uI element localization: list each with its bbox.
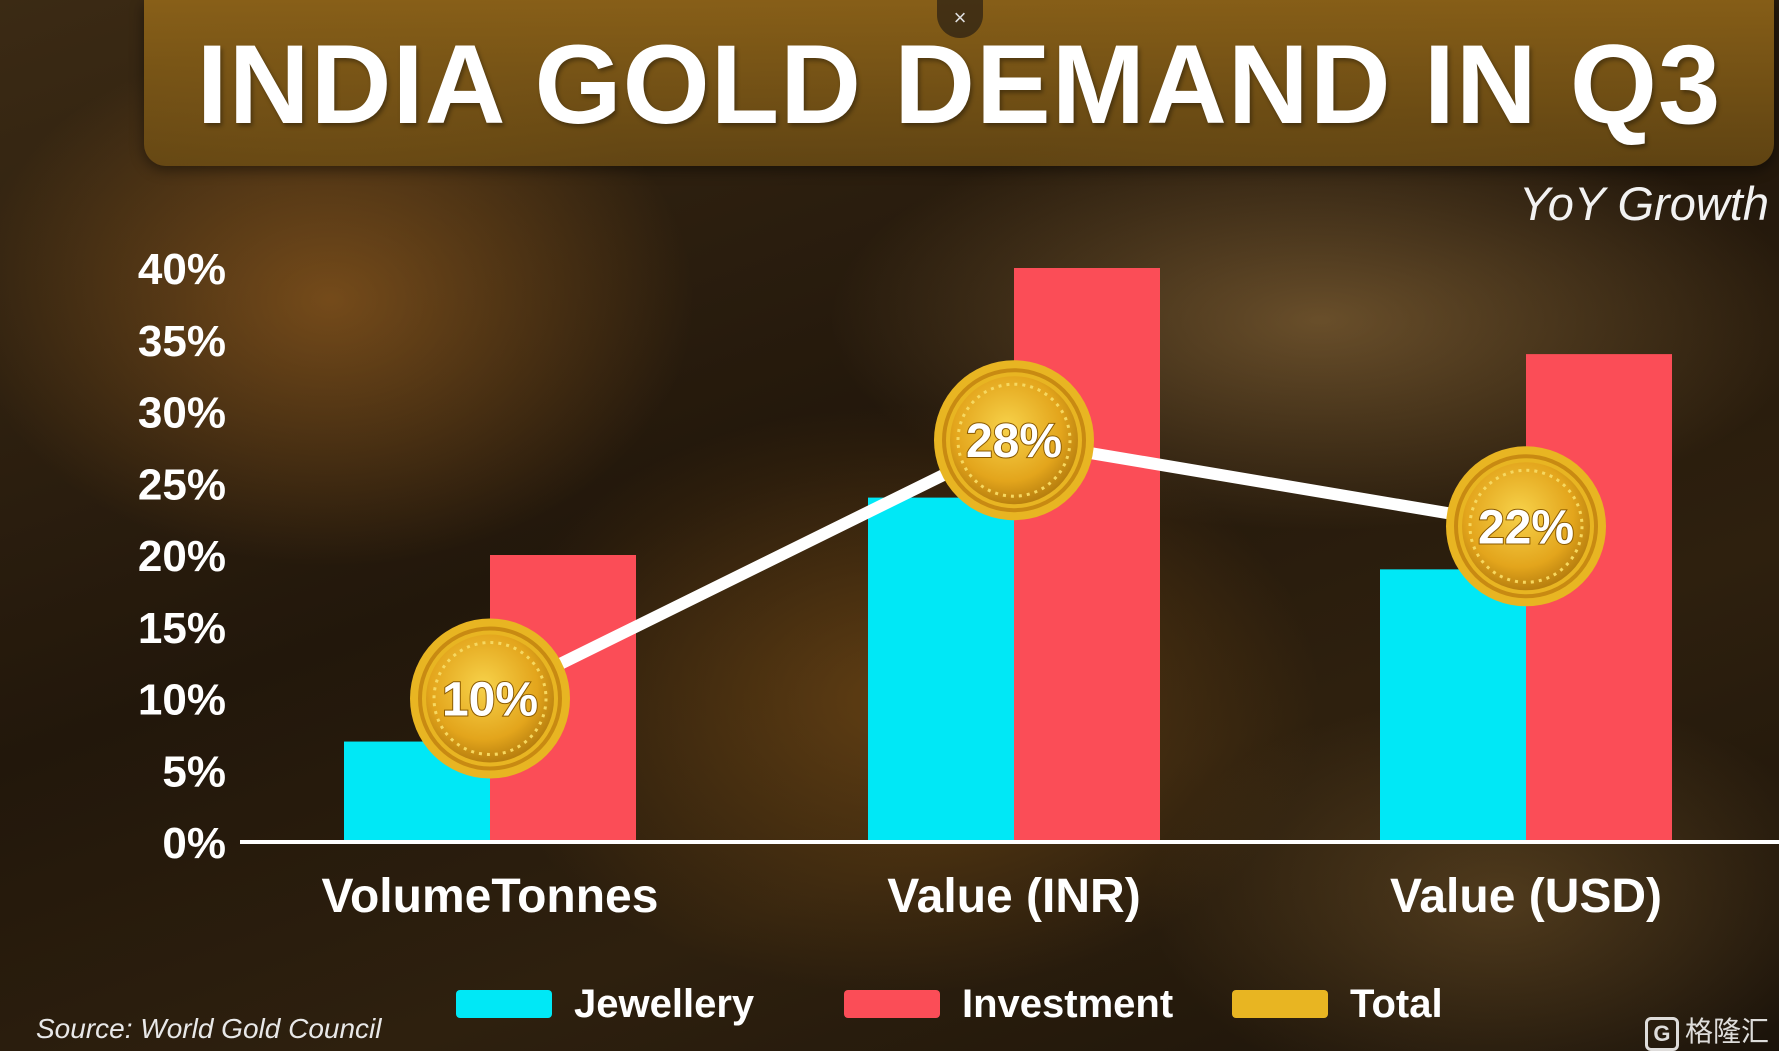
total-coin-marker: 10% [410,618,570,779]
legend-label-investment: Investment [962,982,1174,1026]
legend-label-jewellery: Jewellery [574,982,755,1026]
chart-subtitle: YoY Growth [1519,177,1769,230]
close-icon[interactable]: × [937,0,983,38]
x-axis: VolumeTonnes Value (INR) Value (USD) [322,870,1662,923]
coin-dots [956,382,1072,498]
coin-rim [1454,454,1598,599]
coin-rim [418,626,562,771]
y-tick-label: 15% [138,604,226,653]
coin-rim [942,368,1086,513]
x-category-label: Value (USD) [1390,870,1662,923]
y-tick-label: 0% [162,819,226,868]
bars-group [344,268,1672,842]
x-category-label: Value (INR) [887,870,1140,923]
bar-jewellery-2 [868,497,1014,842]
legend-label-total: Total [1350,982,1443,1026]
coin-face [1462,462,1590,591]
total-data-label: 22% [1478,501,1574,554]
source-note: Source: World Gold Council [36,1013,382,1044]
bar-investment-2 [1014,268,1160,842]
y-tick-label: 40% [138,245,226,294]
y-tick-label: 10% [138,676,226,725]
y-tick-label: 35% [138,317,226,366]
legend-swatch-total [1232,990,1328,1018]
coin-face [950,376,1078,505]
y-tick-label: 30% [138,389,226,438]
legend-swatch-investment [844,990,940,1018]
total-coin-marker: 22% [1446,446,1606,607]
total-data-label: 28% [966,415,1062,468]
x-category-label: VolumeTonnes [322,870,659,923]
page-title: INDIA GOLD DEMAND IN Q3 [196,22,1722,147]
y-tick-label: 25% [138,460,226,509]
total-series: 10% 28% 22% [410,360,1606,779]
total-data-label: 10% [442,674,538,727]
total-coin-marker: 28% [934,360,1094,521]
y-tick-label: 5% [162,747,226,796]
watermark: G 格隆汇 [1644,1010,1769,1051]
coin-dots [432,641,548,756]
legend-swatch-jewellery [456,990,552,1018]
y-tick-label: 20% [138,532,226,581]
watermark-text: 格隆汇 [1684,1016,1769,1047]
bar-jewellery-3 [1380,569,1526,842]
watermark-logo-icon: G [1644,1016,1679,1051]
y-axis: 0% 5% 10% 15% 20% 25% 30% 35% 40% [138,245,226,868]
coin-dots [1468,468,1584,584]
coin-face [426,634,554,763]
